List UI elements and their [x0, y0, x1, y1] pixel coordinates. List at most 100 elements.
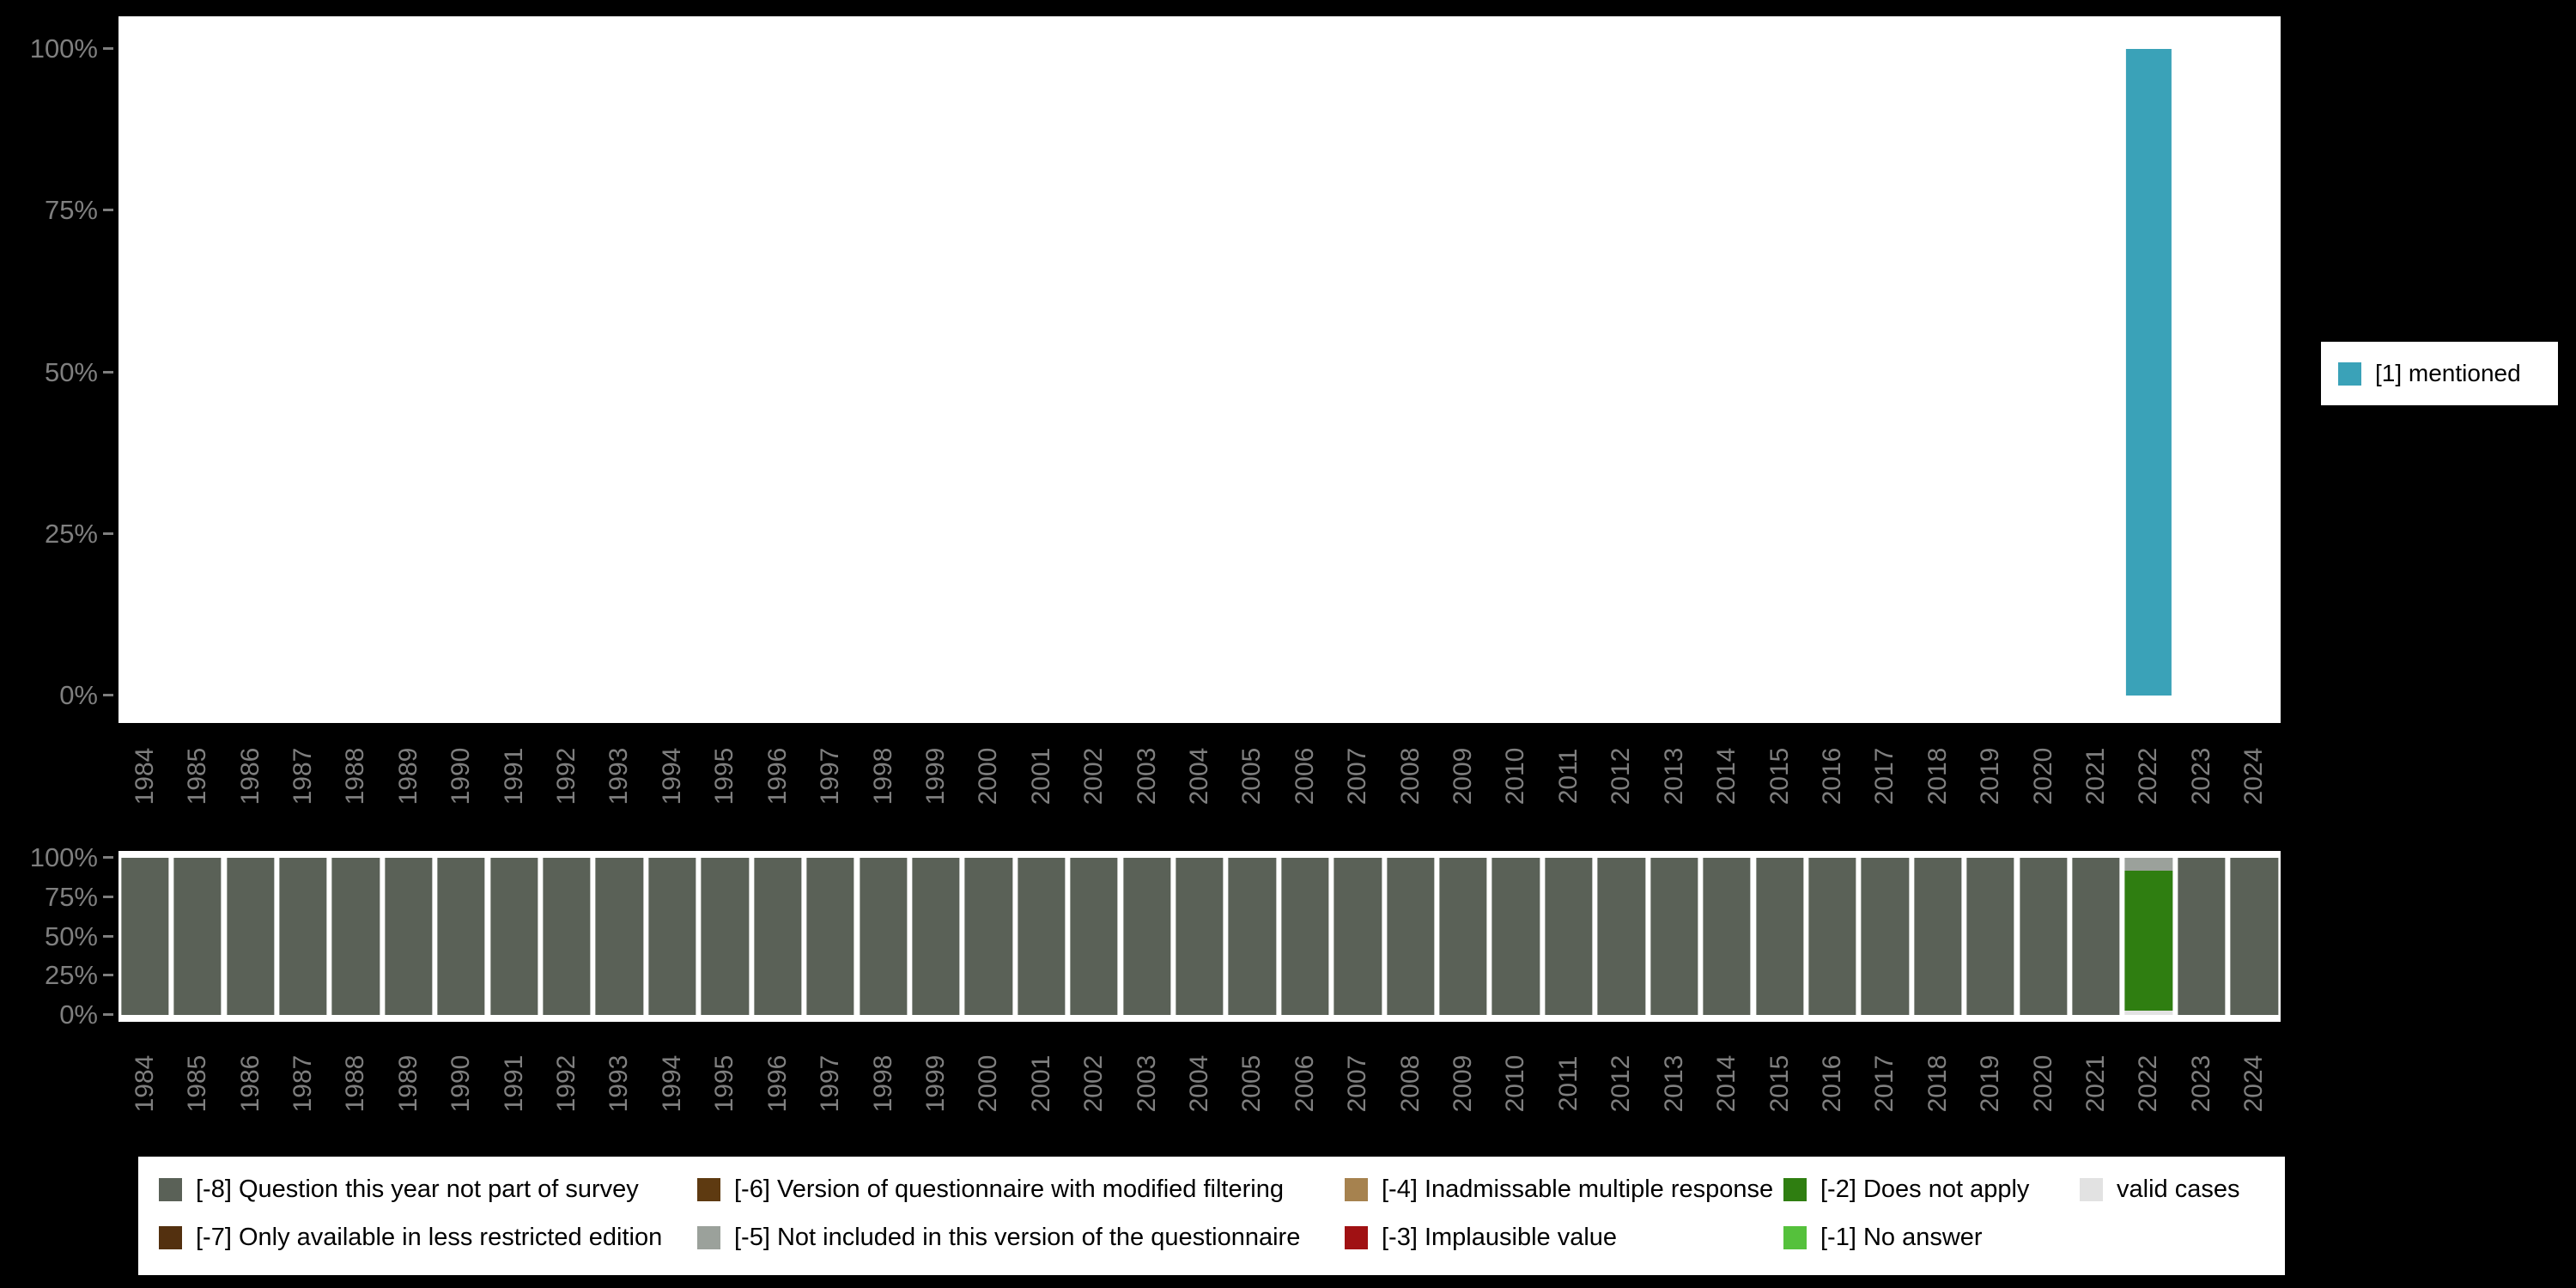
- y-axis-tick-label: 75%: [44, 881, 98, 912]
- y-axis-tick-label: 100%: [29, 842, 98, 872]
- x-axis-year-label: 2011: [1553, 1055, 1583, 1112]
- bar-segment: [2230, 858, 2278, 1015]
- percentage-chart-plot-area: [118, 49, 2281, 696]
- x-axis-year-label: 2014: [1712, 1054, 1741, 1113]
- x-axis-year-label: 1999: [920, 1054, 950, 1113]
- legend-item-label: [-6] Version of questionnaire with modif…: [734, 1175, 1284, 1203]
- x-axis-year-label: 2000: [974, 747, 1003, 805]
- missing-values-legend: [-8] Question this year not part of surv…: [138, 1157, 2285, 1275]
- bar-segment: [1914, 858, 1962, 1015]
- x-axis-year-label: 1990: [447, 1054, 476, 1113]
- legend-swatch: [1345, 1225, 1368, 1249]
- bar-segment: [437, 858, 485, 1015]
- x-axis-year-label: 2018: [1923, 1054, 1952, 1113]
- legend-item: [-5] Not included in this version of the…: [697, 1215, 1345, 1260]
- x-axis-year-label: 2022: [2134, 1054, 2163, 1113]
- x-axis-year-label: 2007: [1343, 747, 1372, 805]
- x-axis-year-label: 1986: [235, 1054, 264, 1113]
- x-axis-year-label: 2005: [1237, 747, 1267, 805]
- x-axis-year-label: 2014: [1712, 747, 1741, 805]
- x-axis-year-label: 2017: [1870, 1054, 1899, 1113]
- legend-item: [-6] Version of questionnaire with modif…: [697, 1167, 1345, 1212]
- legend-swatch: [159, 1177, 182, 1201]
- x-axis-year-label: 2015: [1765, 1054, 1794, 1113]
- legend-item: [-7] Only available in less restricted e…: [159, 1215, 697, 1260]
- y-axis-tick-mark: [103, 856, 113, 859]
- x-axis-year-label: 1996: [762, 747, 792, 805]
- bar-segment: [1122, 858, 1171, 1015]
- x-axis-year-label: 2018: [1923, 747, 1952, 805]
- x-axis-year-label: 2003: [1132, 747, 1161, 805]
- mentioned-legend-label: [1] mentioned: [2375, 360, 2521, 386]
- bar-segment: [2124, 870, 2173, 1011]
- x-axis-year-label: 2002: [1079, 1054, 1109, 1113]
- x-axis-year-label: 2013: [1659, 747, 1688, 805]
- x-axis-year-label: 2005: [1237, 1054, 1267, 1113]
- x-axis-year-label: 2010: [1501, 1054, 1530, 1113]
- x-axis-year-label: 2008: [1395, 1054, 1425, 1113]
- x-axis-year-label: 1988: [341, 747, 370, 805]
- bar-segment: [543, 858, 591, 1015]
- bar-segment: [1492, 858, 1540, 1015]
- x-axis-year-label: 2010: [1501, 747, 1530, 805]
- legend-item-label: [-3] Implausible value: [1382, 1223, 1618, 1251]
- bar-segment: [2019, 858, 2068, 1015]
- x-axis-year-label: 1984: [130, 1054, 159, 1113]
- legend-item: [-8] Question this year not part of surv…: [159, 1167, 697, 1212]
- bar-segment: [1650, 858, 1698, 1015]
- x-axis-year-label: 2011: [1553, 748, 1583, 805]
- y-axis-tick-label: 100%: [29, 33, 98, 64]
- bar-segment: [1387, 858, 1435, 1015]
- legend-swatch: [697, 1177, 720, 1201]
- legend-item: [-1] No answer: [1783, 1215, 2080, 1260]
- x-axis-year-label: 2009: [1449, 747, 1478, 805]
- legend-swatch: [1783, 1225, 1807, 1249]
- x-axis-year-label: 1987: [288, 747, 317, 805]
- bar-segment: [806, 858, 854, 1015]
- missing-values-chart-panel: [118, 851, 2281, 1022]
- bar-segment: [226, 858, 275, 1015]
- legend-item-label: [-1] No answer: [1820, 1223, 1983, 1251]
- x-axis-year-label: 1996: [762, 1054, 792, 1113]
- bar-segment: [385, 858, 433, 1015]
- x-axis-year-label: 2009: [1449, 1054, 1478, 1113]
- legend-item: [-4] Inadmissable multiple response: [1345, 1167, 1783, 1212]
- y-axis-tick-label: 25%: [44, 960, 98, 991]
- legend-item: valid cases: [2080, 1167, 2285, 1212]
- y-axis-tick-label: 0%: [59, 999, 98, 1030]
- bar-segment: [1070, 858, 1118, 1015]
- bar-segment: [1334, 858, 1382, 1015]
- missing-values-chart-plot-area: [118, 858, 2281, 1015]
- y-axis-tick-mark: [103, 47, 113, 50]
- legend-item-label: [-7] Only available in less restricted e…: [196, 1223, 663, 1251]
- bar-segment: [1228, 858, 1277, 1015]
- y-axis-tick-mark: [103, 934, 113, 938]
- bar-segment: [754, 858, 802, 1015]
- x-axis-year-label: 1986: [235, 747, 264, 805]
- bar-segment: [1703, 858, 1751, 1015]
- x-axis-year-label: 2004: [1185, 747, 1213, 805]
- y-axis-tick-label: 50%: [44, 920, 98, 951]
- x-axis-year-label: 1999: [920, 747, 950, 805]
- x-axis-year-label: 2021: [2081, 1054, 2111, 1113]
- x-axis-year-label: 1991: [499, 1054, 528, 1113]
- bar-segment: [279, 858, 327, 1015]
- x-axis-year-label: 2000: [974, 1054, 1003, 1113]
- bar-segment: [595, 858, 644, 1015]
- x-axis-year-label: 1997: [816, 1054, 845, 1113]
- bar-segment: [1545, 858, 1593, 1015]
- x-axis-year-label: 1989: [393, 1054, 422, 1113]
- x-axis-year-label: 2020: [2028, 1054, 2057, 1113]
- legend-item-label: [-8] Question this year not part of surv…: [196, 1175, 639, 1203]
- legend-item-label: [-5] Not included in this version of the…: [734, 1223, 1301, 1251]
- x-axis-year-label: 2021: [2081, 747, 2111, 805]
- x-axis-year-label: 2020: [2028, 747, 2057, 805]
- x-axis-year-label: 1992: [552, 1054, 581, 1113]
- legend-swatch: [159, 1225, 182, 1249]
- y-axis-tick-label: 75%: [44, 195, 98, 226]
- x-axis-year-label: 1998: [868, 747, 897, 805]
- x-axis-year-label: 2017: [1870, 747, 1899, 805]
- x-axis-year-label: 1997: [816, 747, 845, 805]
- bar-segment: [1808, 858, 1856, 1015]
